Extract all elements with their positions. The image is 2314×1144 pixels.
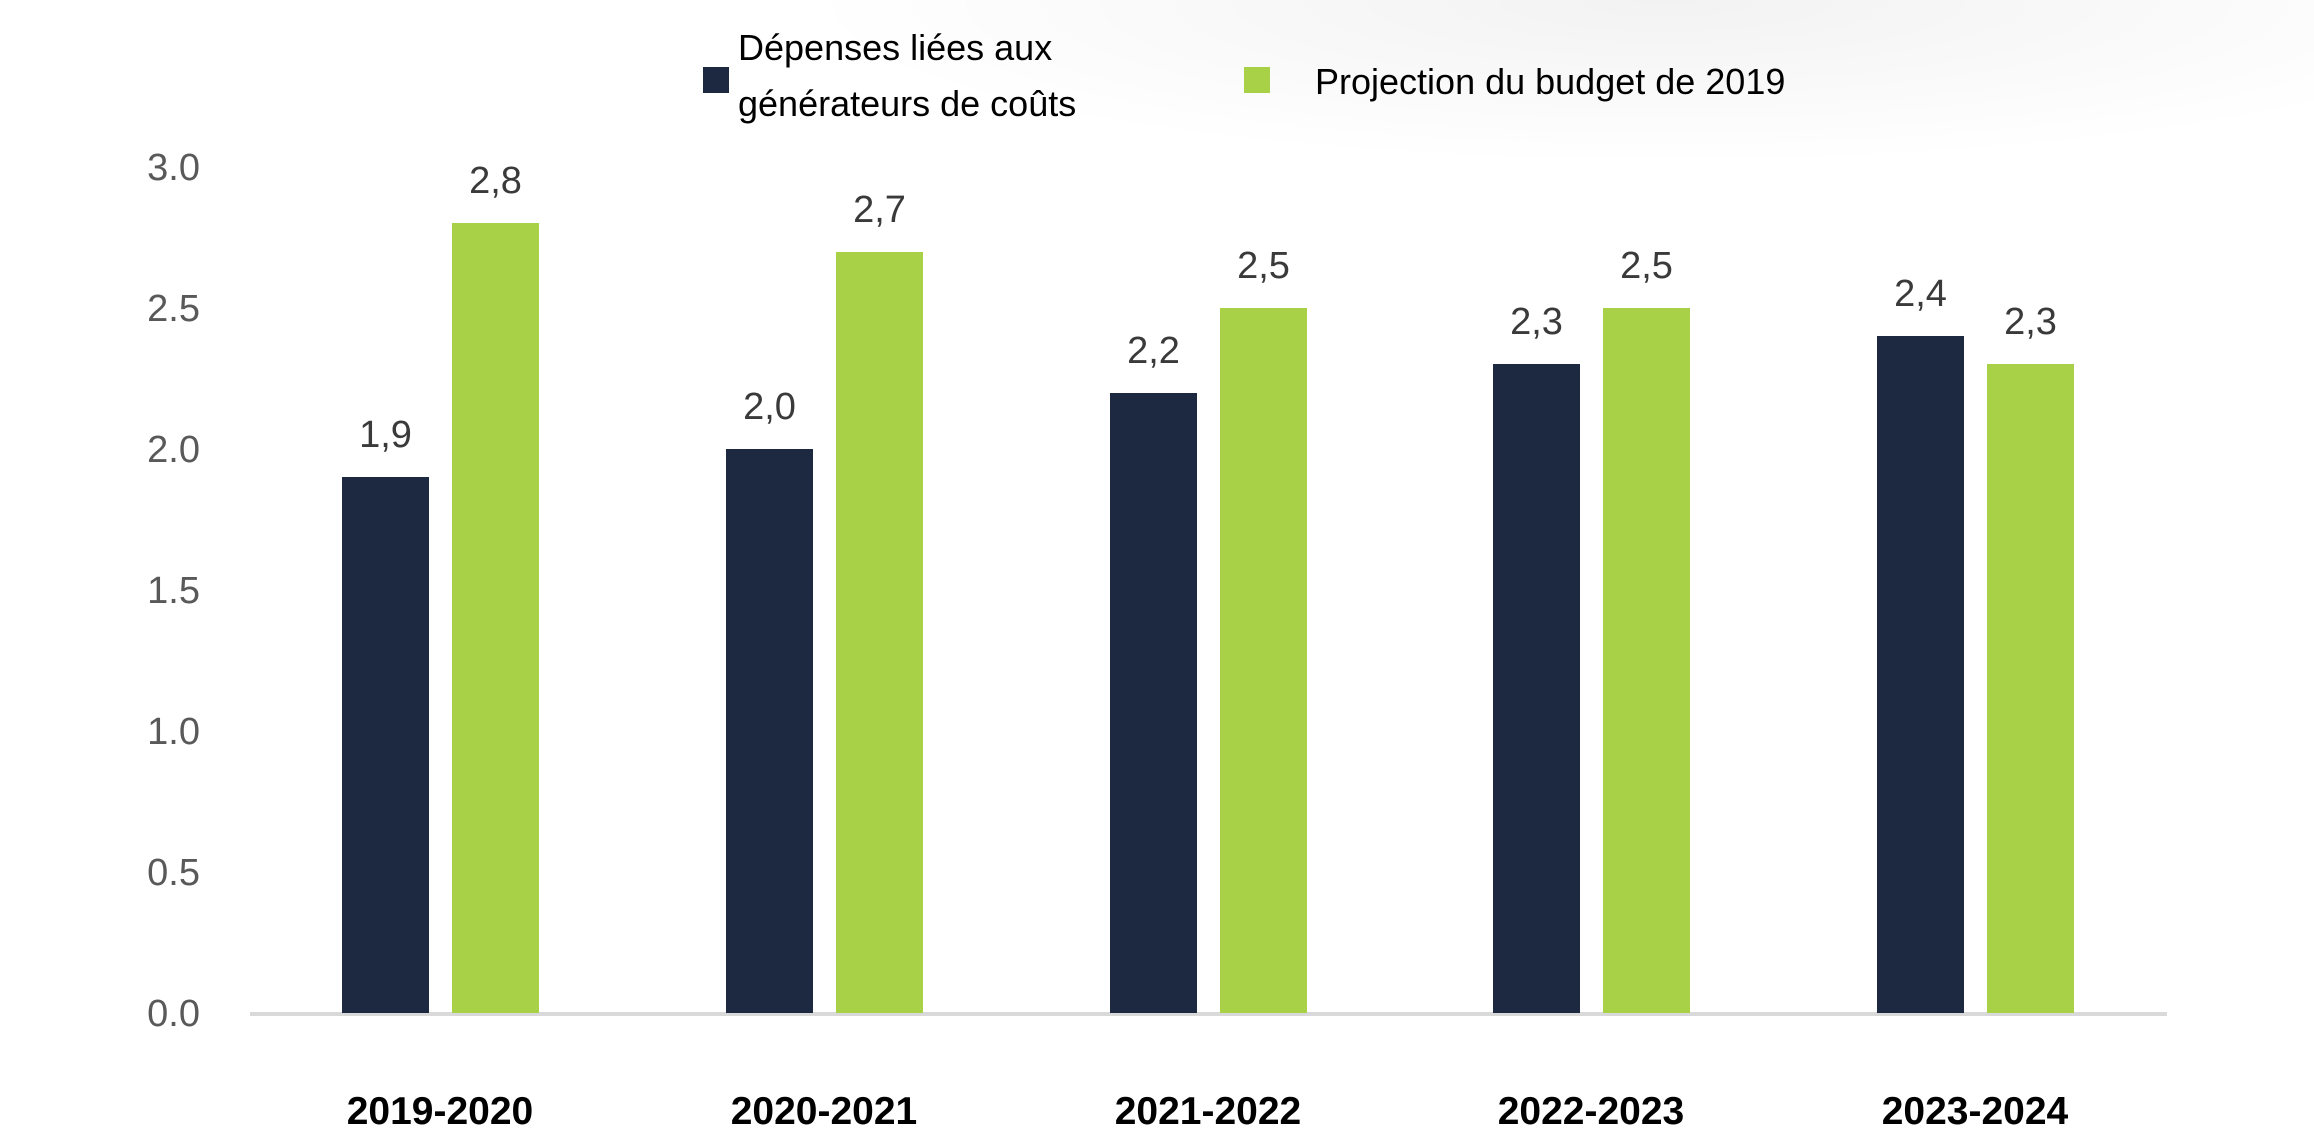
- legend-marker-projection: [1244, 67, 1270, 93]
- bar-value-label: 2,5: [1237, 245, 1290, 287]
- x-axis-label: 2020-2021: [730, 1090, 918, 1133]
- bar-projection: [1987, 364, 2074, 1013]
- bar-value-label: 2,7: [853, 189, 906, 231]
- bar-projection: [1220, 308, 1307, 1013]
- bar-depenses: [342, 477, 429, 1013]
- y-axis-tick-label: 1.0: [147, 711, 200, 753]
- x-axis-label: 2022-2023: [1497, 1090, 1685, 1133]
- bar-projection: [836, 252, 923, 1013]
- x-axis-label: 2019-2020: [346, 1090, 534, 1133]
- bar-value-label: 2,4: [1894, 273, 1947, 315]
- bar-value-label: 2,3: [1510, 301, 1563, 343]
- x-axis-label: 2023-2024: [1881, 1090, 2069, 1133]
- x-axis-line: [250, 1012, 2167, 1016]
- bar-value-label: 1,9: [359, 414, 412, 456]
- y-axis-tick-label: 1.5: [147, 570, 200, 612]
- legend-marker-depenses: [703, 67, 729, 93]
- bar-projection: [452, 223, 539, 1013]
- y-axis-tick-label: 2.0: [147, 429, 200, 471]
- y-axis-tick-label: 0.0: [147, 993, 200, 1035]
- bar-projection: [1603, 308, 1690, 1013]
- bar-value-label: 2,3: [2004, 301, 2057, 343]
- y-axis-tick-label: 2.5: [147, 288, 200, 330]
- bar-depenses: [1110, 393, 1197, 1013]
- bar-depenses: [726, 449, 813, 1013]
- bar-value-label: 2,8: [469, 160, 522, 202]
- y-axis-tick-label: 3.0: [147, 147, 200, 189]
- x-axis-label: 2021-2022: [1114, 1090, 1302, 1133]
- legend-label-depenses: Dépenses liées aux générateurs de coûts: [738, 27, 1077, 124]
- bar-depenses: [1493, 364, 1580, 1013]
- bar-value-label: 2,2: [1127, 330, 1180, 372]
- legend-label-projection: Projection du budget de 2019: [1315, 61, 1786, 102]
- background-shade: [0, 0, 2314, 220]
- bar-value-label: 2,5: [1620, 245, 1673, 287]
- y-axis-tick-label: 0.5: [147, 852, 200, 894]
- bar-depenses: [1877, 336, 1964, 1013]
- bar-value-label: 2,0: [743, 386, 796, 428]
